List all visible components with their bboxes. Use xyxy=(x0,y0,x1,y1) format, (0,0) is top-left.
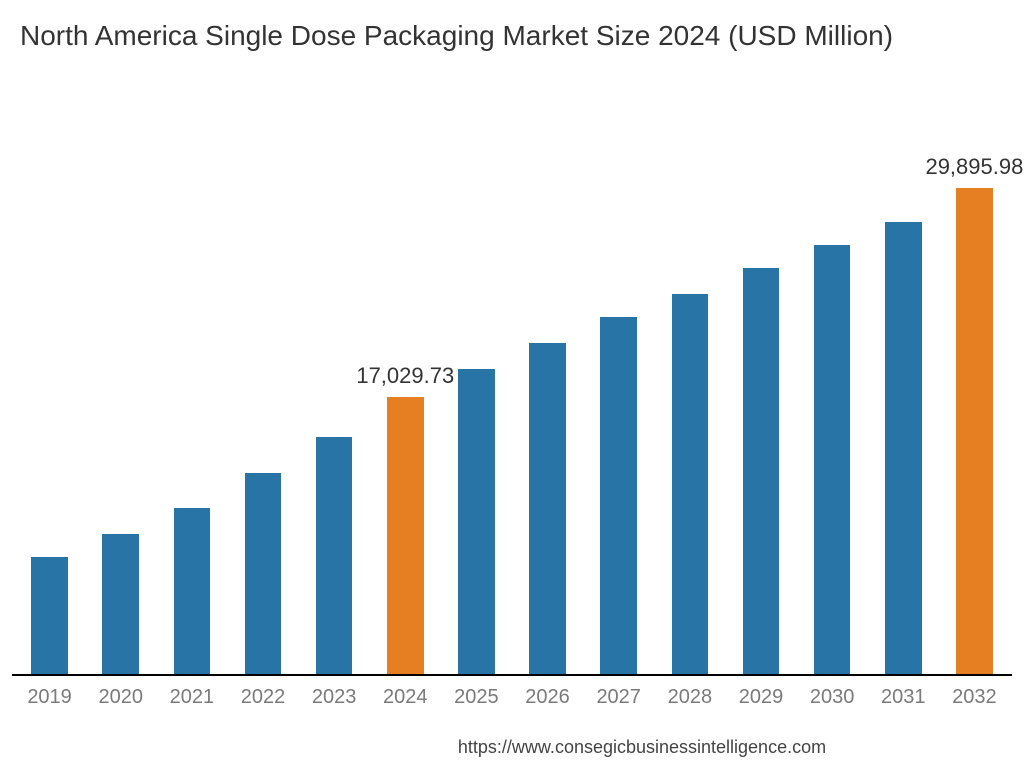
bar xyxy=(956,188,993,674)
x-axis-label: 2031 xyxy=(874,686,933,709)
x-axis-label: 2026 xyxy=(518,686,577,709)
bar-slot xyxy=(447,92,506,674)
bar-slot xyxy=(803,92,862,674)
bar-slot xyxy=(20,92,79,674)
bar-slot xyxy=(91,92,150,674)
x-axis-label: 2027 xyxy=(589,686,648,709)
bars-row: 17,029.73 29,895.98 xyxy=(12,92,1012,676)
bar xyxy=(31,557,68,674)
bar xyxy=(529,343,566,675)
bar xyxy=(316,437,353,674)
bar xyxy=(885,222,922,674)
x-axis-label: 2032 xyxy=(945,686,1004,709)
bar-slot xyxy=(233,92,292,674)
chart-area: 17,029.7329,895.98 201920202021202220232… xyxy=(12,92,1012,758)
bar xyxy=(387,397,424,674)
bar xyxy=(600,317,637,675)
bar xyxy=(814,245,851,674)
bar xyxy=(458,369,495,675)
x-axis-label: 2030 xyxy=(803,686,862,709)
x-axis-label: 2028 xyxy=(660,686,719,709)
x-axis-label: 2024 xyxy=(376,686,435,709)
x-axis-label: 2025 xyxy=(447,686,506,709)
x-axis-label: 2029 xyxy=(731,686,790,709)
x-axis-label: 2021 xyxy=(162,686,221,709)
x-axis-label: 2019 xyxy=(20,686,79,709)
bar xyxy=(174,508,211,674)
x-labels-row: 2019 2020 2021 2022 2023 2024 2025 2026 2027 2028… xyxy=(12,676,1012,709)
bar-slot xyxy=(660,92,719,674)
bar-slot xyxy=(589,92,648,674)
bar xyxy=(743,268,780,674)
bar-slot xyxy=(518,92,577,674)
x-axis-label: 2023 xyxy=(305,686,364,709)
bar-slot: 17,029.73 xyxy=(376,92,435,674)
bar-slot xyxy=(731,92,790,674)
bar-slot: 29,895.98 xyxy=(945,92,1004,674)
x-axis-label: 2020 xyxy=(91,686,150,709)
x-axis-label: 2022 xyxy=(233,686,292,709)
bar xyxy=(672,294,709,674)
bar-slot xyxy=(162,92,221,674)
source-url: https://www.consegicbusinessintelligence… xyxy=(12,737,1012,758)
chart-title: North America Single Dose Packaging Mark… xyxy=(20,20,1012,52)
bar xyxy=(102,534,139,674)
bar xyxy=(245,473,282,675)
bar-value-label: 29,895.98 xyxy=(915,154,1024,180)
